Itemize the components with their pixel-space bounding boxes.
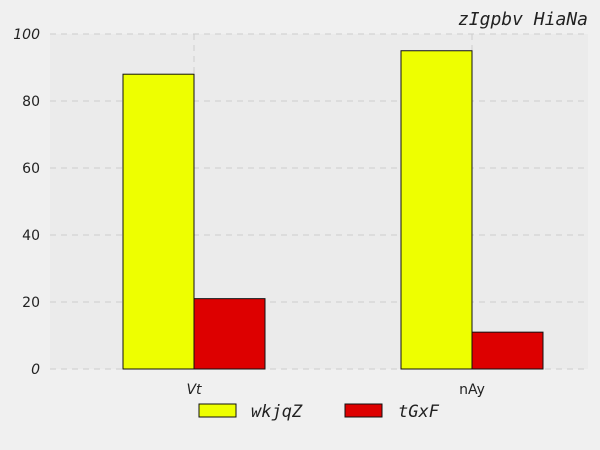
y-tick-label-40: 40	[22, 228, 40, 244]
legend-label-tGxF: tGxF	[398, 402, 440, 422]
bar-tGxF-Vt	[193, 298, 266, 370]
bars	[122, 50, 544, 370]
y-axis-ticks: 0 20 40 60 80 100	[13, 27, 40, 378]
y-tick-label-0: 0	[31, 362, 40, 378]
y-tick-label-60: 60	[22, 161, 40, 177]
chart-title: zIgpbv HiaNa	[458, 9, 588, 30]
bar-tGxF-nAy	[471, 331, 544, 370]
x-tick-label-nAy: nAy	[459, 382, 485, 398]
legend-swatch-tGxF	[344, 403, 383, 418]
legend: wkjqZ tGxF	[198, 402, 440, 422]
legend-swatch-wkjqZ	[198, 403, 237, 418]
y-tick-label-80: 80	[22, 94, 40, 110]
x-tick-label-Vt: Vt	[186, 382, 202, 398]
y-tick-label-20: 20	[22, 295, 40, 311]
y-tick-label-100: 100	[13, 27, 40, 43]
legend-label-wkjqZ: wkjqZ	[251, 402, 303, 422]
bar-wkjqZ-nAy	[400, 50, 473, 370]
x-axis-ticks: Vt nAy	[186, 382, 484, 398]
bar-wkjqZ-Vt	[122, 73, 195, 370]
